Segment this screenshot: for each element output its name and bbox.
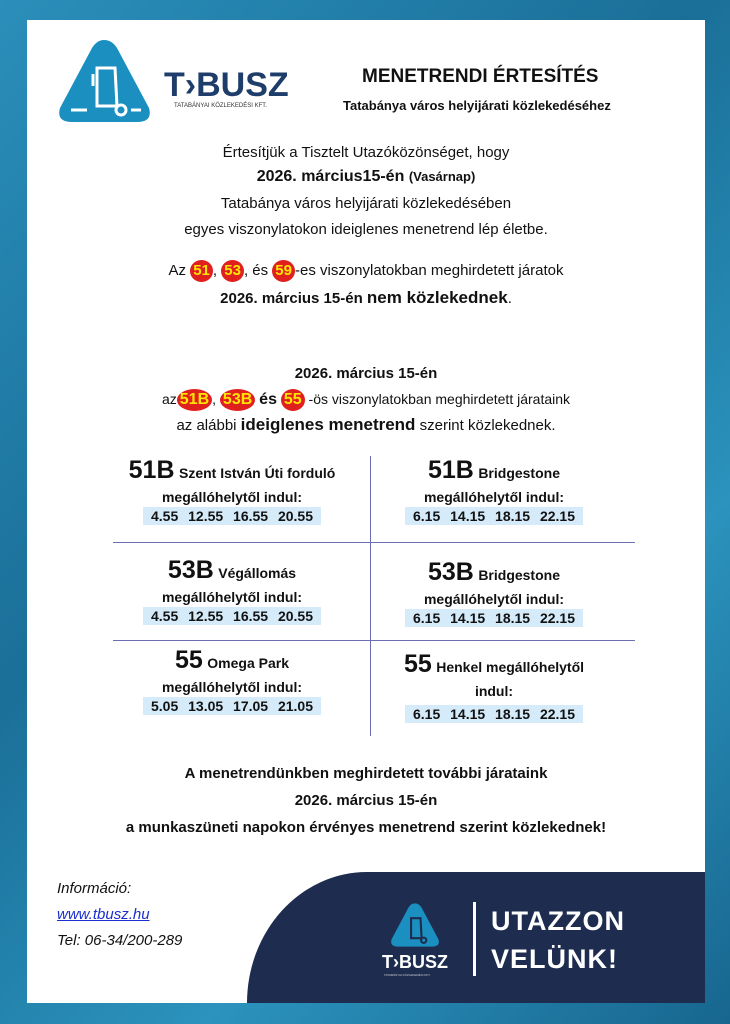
departs-label: megállóhelytől indul: [423, 591, 564, 607]
schedule-cell: 53B Bridgestone megállóhelytől indul: 6.… [379, 558, 609, 628]
footer-banner: T›BUSZ TATABÁNYAI KÖZLEKEDÉSI KFT. UTAZZ… [247, 872, 705, 1003]
sep: , és [243, 262, 269, 279]
departs-label: megállóhelytől indul: [423, 489, 564, 505]
stop-name: Omega Park [207, 655, 289, 671]
t: szerint közlekednek. [419, 417, 556, 434]
stop-name: Végállomás [218, 565, 297, 581]
closing-line2: 2026. március 15-én [294, 792, 438, 809]
departure-times: 6.15 14.15 18.15 22.15 [404, 705, 584, 723]
footer-logo-text: T›BUSZ [382, 952, 448, 972]
grid-divider [370, 456, 371, 736]
route-badge: 51B [176, 389, 213, 411]
stop-name: Bridgestone [478, 567, 560, 583]
cancel-suffix: -es viszonylatokban meghirdetett járatok [294, 262, 564, 279]
departure-times: 4.55 12.55 16.55 20.55 [142, 607, 322, 625]
bus-logo-icon [391, 903, 439, 947]
departure-times: 4.55 12.55 16.55 20.55 [142, 507, 322, 525]
stop-name: Bridgestone [478, 465, 560, 481]
route-badge: 51 [190, 260, 213, 282]
intro-line3: Tatabánya város helyijárati közlekedéséb… [220, 195, 512, 212]
website-link[interactable]: www.tbusz.hu [57, 906, 150, 923]
schedule-cell: 53B Végállomás megállóhelytől indul: 4.5… [107, 556, 357, 626]
schedule-cell: 55 Henkel megállóhelytől indul: 6.15 14.… [379, 650, 609, 724]
route-number: 51B [128, 456, 175, 484]
footer-logo-subtitle: TATABÁNYAI KÖZLEKEDÉSI KFT. [384, 973, 431, 977]
route-badge: 53 [221, 260, 244, 282]
route-number: 55 [403, 650, 432, 678]
intro-line1: Értesítjük a Tisztelt Utazóközönséget, h… [222, 144, 510, 161]
phone-number: Tel: 06-34/200-289 [57, 932, 183, 949]
route-number: 53B [427, 558, 474, 586]
temp-prefix: az [161, 391, 177, 407]
temp-emph: ideiglenes menetrend [240, 415, 416, 434]
departure-times: 6.15 14.15 18.15 22.15 [404, 507, 584, 525]
schedule-cell: 55 Omega Park megállóhelytől indul: 5.05… [107, 646, 357, 716]
departs-label: indul: [474, 683, 514, 699]
info-label: Információ: [57, 880, 132, 897]
stop-name: Henkel megállóhelytől [436, 659, 585, 675]
intro-date-line: 2026. március15-én (Vasárnap) [27, 168, 705, 186]
bus-logo-icon [59, 40, 150, 122]
cancel-prefix: Az [168, 262, 187, 279]
slogan-line1: UTAZZON [491, 906, 625, 936]
intro-day: (Vasárnap) [408, 169, 476, 184]
stop-name: Szent István Úti forduló [178, 465, 336, 481]
closing-line3: a munkaszüneti napokon érvényes menetren… [125, 819, 607, 836]
footer-divider [473, 902, 476, 976]
page-subtitle: Tatabánya város helyijárati közlekedéséh… [343, 98, 611, 113]
page-title: MENETRENDI ÉRTESÍTÉS [362, 66, 599, 87]
sep: , [212, 262, 218, 279]
logo-text: T›BUSZ [164, 66, 289, 104]
schedule-cell: 51B Szent István Úti forduló megállóhely… [107, 456, 357, 526]
departs-label: megállóhelytől indul: [161, 679, 302, 695]
temp-line: az 51B, 53B és 55 -ös viszonylatokban meg… [27, 389, 705, 411]
departure-times: 6.15 14.15 18.15 22.15 [404, 609, 584, 627]
route-number: 55 [175, 646, 203, 674]
slogan-line2: VELÜNK! [491, 944, 618, 974]
grid-divider [113, 640, 635, 641]
intro-date: 2026. március15-én [256, 168, 405, 185]
route-badge: 55 [280, 389, 305, 411]
grid-divider [113, 542, 635, 543]
route-badge: 53B [219, 389, 256, 411]
sep: , [212, 391, 217, 407]
cancel-date: 2026. március 15-én [220, 290, 363, 307]
closing-line1: A menetrendünkben meghirdetett további j… [184, 765, 548, 782]
cancel-emph: nem közlekednek [366, 288, 508, 307]
notice-page: T›BUSZ TATABÁNYAI KÖZLEKEDÉSI KFT. MENET… [27, 20, 705, 1003]
route-number: 53B [167, 556, 214, 584]
temp-suffix: -ös viszonylatokban meghirdetett járatai… [308, 391, 571, 407]
sep: és [259, 391, 277, 408]
temp-date: 2026. március 15-én [294, 365, 438, 382]
route-badge: 59 [272, 260, 295, 282]
period: . [507, 290, 512, 307]
t: az alábbi [176, 417, 237, 434]
departure-times: 5.05 13.05 17.05 21.05 [142, 697, 322, 715]
temp-line3: az alábbi ideiglenes menetrend szerint k… [27, 415, 705, 435]
route-number: 51B [427, 456, 474, 484]
departs-label: megállóhelytől indul: [161, 589, 302, 605]
cancel-line2: 2026. március 15-én nem közlekednek. [27, 288, 705, 308]
cancel-line: Az 51, 53, és 59 -es viszonylatokban megh… [27, 260, 705, 282]
departs-label: megállóhelytől indul: [161, 489, 302, 505]
logo-subtitle: TATABÁNYAI KÖZLEKEDÉSI KFT. [174, 103, 267, 109]
intro-line4: egyes viszonylatokon ideiglenes menetren… [184, 221, 548, 238]
schedule-cell: 51B Bridgestone megállóhelytől indul: 6.… [379, 456, 609, 526]
